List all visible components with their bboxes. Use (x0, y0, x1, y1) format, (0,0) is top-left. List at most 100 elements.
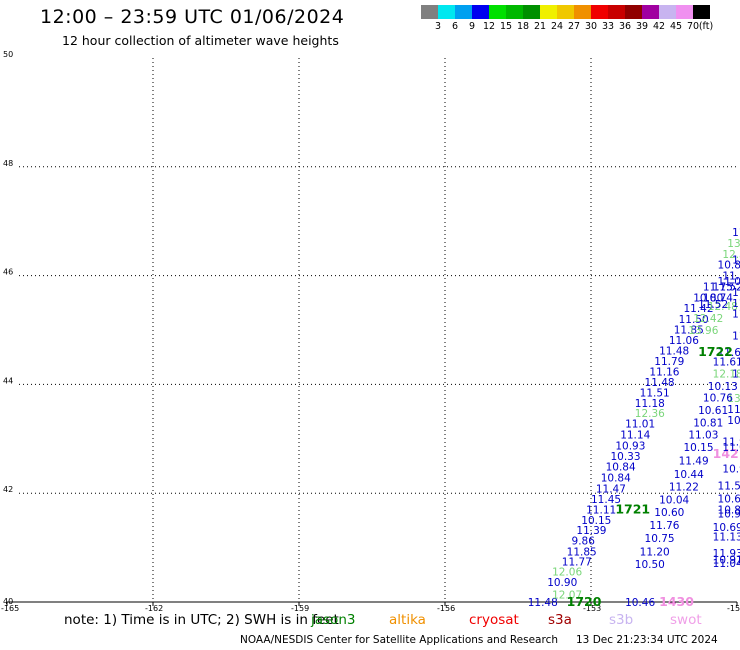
y-tick-label: 46 (3, 268, 13, 277)
legend-swatch (676, 5, 693, 19)
wave-height-label: 10.60 (654, 507, 684, 519)
pass-time-label: 1720 (567, 594, 602, 609)
legend-swatch (557, 5, 574, 19)
legend-swatches (421, 5, 710, 19)
legend-swatch (591, 5, 608, 19)
wave-height-label: 10.84 (601, 472, 631, 484)
wave-height-label: 10.82 (718, 260, 740, 272)
x-tick-label: -150 (727, 604, 740, 613)
mission-label-swot: swot (670, 612, 702, 628)
legend-label: 21 (533, 21, 547, 32)
wave-height-label: 11.06 (669, 335, 699, 347)
legend-label: 15 (499, 21, 513, 32)
wave-height-label: 11.75 (703, 281, 733, 293)
wave-height-label: 11.03 (688, 429, 718, 441)
pass-time-label: 1430 (659, 594, 694, 609)
wave-height-label: 10.13 (708, 381, 738, 393)
wave-height-label: 10.90 (547, 577, 577, 589)
wave-height-label: 10.76 (703, 392, 733, 404)
wave-height-label: 11.85 (567, 546, 597, 558)
wave-height-label: 10.46 (625, 597, 655, 609)
wave-height-label: 11.20 (640, 546, 670, 558)
wave-height-label: 11.48 (659, 346, 689, 358)
wave-height-label: 10.98 (718, 508, 740, 520)
wave-height-label: 11.79 (654, 356, 684, 368)
mission-label-jason3: jason3 (311, 612, 356, 628)
y-tick-label: 44 (3, 376, 13, 385)
legend-label: 42 (652, 21, 666, 32)
wave-height-label: 10.15 (581, 515, 611, 527)
wave-height-label: 10.89 (718, 505, 740, 517)
legend-label: 39 (635, 21, 649, 32)
legend-label: 9 (468, 21, 476, 32)
wave-height-label: 11.0 (732, 369, 740, 381)
legend-swatch (472, 5, 489, 19)
legend-label: 24 (550, 21, 564, 32)
wave-height-labels: 11.4812.07172010.9012.0611.7711.859.8611… (528, 227, 740, 609)
wave-height-label: 11. (732, 309, 740, 321)
wave-height-label: 11.04 (713, 558, 740, 570)
wave-height-label: 11 (732, 254, 740, 266)
wave-height-label: 13.3 (727, 393, 740, 405)
legend-label: 18 (516, 21, 530, 32)
wave-height-label: 10.93 (615, 440, 645, 452)
mission-label-cryosat: cryosat (469, 612, 519, 628)
wave-height-label: 10.91 (713, 555, 740, 567)
wave-height-label: 10.55 (727, 415, 740, 427)
wave-height-label: 11.48 (645, 377, 675, 389)
y-tick-label: 42 (3, 485, 13, 494)
wave-height-label: 13.96 (688, 325, 718, 337)
wave-height-label: 9.86 (572, 536, 596, 548)
wave-height-label: 11.39 (576, 525, 606, 537)
wave-height-label: 11.3 (727, 404, 740, 416)
legend-labels: 3 6 9 12 15 18 21 24 27 30 33 36 39 42 45 70 (ft) (421, 21, 740, 35)
legend-label: 30 (584, 21, 598, 32)
wave-height-label: 10.44 (674, 469, 704, 481)
wave-height-label: 12.36 (635, 408, 665, 420)
lat-lon-grid (6, 58, 738, 606)
legend-swatch (523, 5, 540, 19)
wave-height-label: 11.09 (722, 442, 740, 454)
wave-height-label: 11.52 (713, 281, 740, 293)
wave-height-color-legend: 3 6 9 12 15 18 21 24 27 30 33 36 39 42 45 70 (ft) (421, 5, 713, 32)
legend-swatch (693, 5, 710, 19)
wave-height-label: 10.61 (698, 405, 728, 417)
x-tick-label: -156 (437, 604, 455, 613)
wave-height-label: 11.48 (528, 597, 558, 609)
y-tick-label: 40 (3, 597, 13, 606)
wave-height-label: 11.52 (718, 481, 740, 493)
x-tick-label: -162 (145, 604, 163, 613)
footer: NOAA/NESDIS Center for Satellite Applica… (240, 634, 718, 646)
wave-height-label: 13.1 (727, 238, 740, 250)
map-title: 12:00 – 23:59 UTC 01/06/2024 (40, 6, 345, 28)
wave-height-label: 10.84 (606, 462, 636, 474)
wave-height-label: 11.42 (683, 303, 713, 315)
legend-label: 27 (567, 21, 581, 32)
wave-height-label: 10.50 (635, 559, 665, 571)
wave-height-label: 11.22 (669, 482, 699, 494)
wave-height-label: 11.18 (635, 398, 665, 410)
wave-height-label: 11.50 (679, 314, 709, 326)
wave-height-label: 11.85 (674, 324, 704, 336)
axis-tick-labels: -165 -162 -159 -156 -153 -150 50 48 46 44 42 40 (1, 50, 740, 613)
mission-label-s3b: s3b (609, 612, 634, 628)
footer-timestamp: 13 Dec 21:23:34 UTC 2024 (576, 634, 718, 646)
legend-label: (ft) (698, 21, 714, 32)
wave-height-label: 11.61 (713, 357, 740, 369)
legend-label: 33 (601, 21, 615, 32)
wave-height-label: 12.5 (722, 249, 740, 261)
wave-height-label: 12.06 (552, 567, 582, 579)
legend-label: 6 (451, 21, 459, 32)
wave-height-label: 10.81 (693, 417, 723, 429)
legend-swatch (659, 5, 676, 19)
wave-height-label: 11.90 (722, 437, 740, 449)
wave-height-label: 11.51 (640, 388, 670, 400)
legend-swatch (608, 5, 625, 19)
legend-swatch (642, 5, 659, 19)
y-tick-label: 48 (3, 159, 13, 168)
units-note: note: 1) Time is in UTC; 2) SWH is in fe… (64, 612, 339, 628)
wave-height-label: 10.96 (722, 464, 740, 476)
legend-label: 12 (482, 21, 496, 32)
mission-label-s3a: s3a (548, 612, 572, 628)
